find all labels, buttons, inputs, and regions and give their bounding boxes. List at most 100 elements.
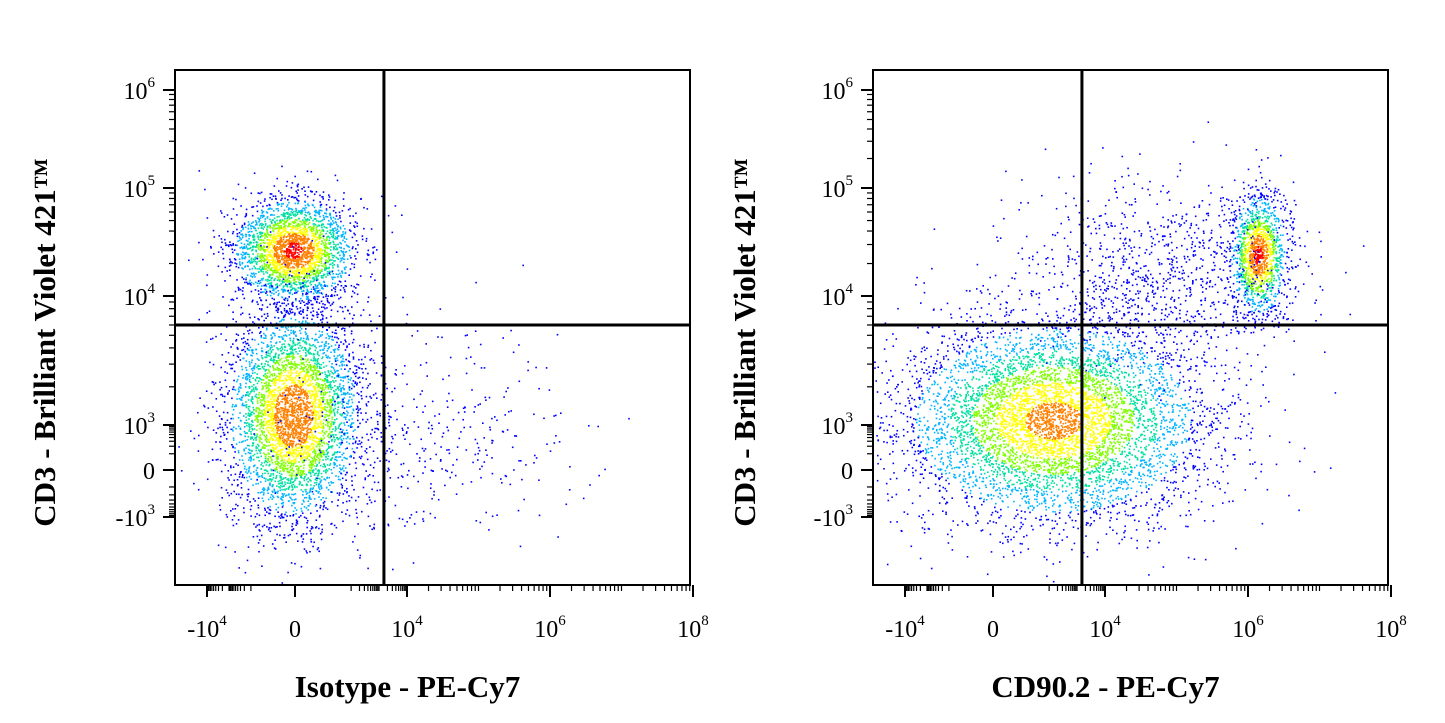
event-dot (297, 225, 300, 228)
event-dot (297, 246, 299, 249)
event-dot (241, 261, 244, 264)
event-dot (320, 248, 322, 250)
event-dot (309, 550, 311, 553)
event-dot (254, 339, 256, 341)
event-dot (317, 371, 320, 373)
event-dot (304, 274, 307, 277)
event-dot (237, 388, 240, 390)
event-dot (273, 185, 276, 187)
event-dot (325, 232, 327, 235)
event-dot (290, 484, 293, 487)
event-dot (320, 456, 322, 458)
event-dot (351, 236, 354, 239)
event-dot (294, 245, 297, 247)
event-dot (225, 489, 228, 491)
event-dot (345, 402, 348, 405)
event-dot (373, 362, 376, 364)
event-dot (279, 271, 282, 273)
event-dot (248, 256, 251, 258)
event-dot (300, 507, 303, 510)
event-dot (243, 337, 245, 339)
event-dot (324, 268, 326, 270)
event-dot (204, 188, 206, 191)
event-dot (324, 241, 327, 244)
event-dot (305, 473, 308, 476)
event-dot (319, 237, 322, 239)
event-dot (342, 520, 344, 523)
event-dot (293, 493, 295, 496)
event-dot (348, 249, 351, 252)
event-dot (305, 298, 308, 300)
event-dot (278, 248, 281, 250)
event-dot (349, 424, 352, 426)
event-dot (304, 254, 307, 256)
event-dot (322, 459, 324, 461)
event-dot (324, 371, 326, 373)
event-dot (246, 444, 249, 447)
event-dot (257, 443, 259, 446)
event-dot (323, 345, 326, 347)
event-dot (294, 221, 297, 224)
event-dot (256, 388, 258, 391)
event-dot (340, 379, 342, 381)
event-dot (318, 289, 321, 292)
event-dot (249, 376, 251, 378)
event-dot (334, 439, 336, 441)
event-dot (332, 428, 334, 430)
event-dot (246, 243, 249, 245)
event-dot (313, 240, 316, 243)
event-dot (266, 526, 268, 528)
event-dot (313, 367, 316, 369)
event-dot (341, 414, 343, 417)
event-dot (264, 480, 267, 482)
event-dot (261, 441, 263, 444)
event-dot (257, 290, 260, 292)
event-dot (345, 437, 348, 440)
event-dot (277, 309, 279, 311)
event-dot (348, 389, 351, 391)
event-dot (330, 445, 333, 448)
event-dot (339, 281, 342, 283)
event-dot (334, 348, 336, 351)
event-dot (261, 497, 264, 500)
event-dot (319, 259, 321, 262)
event-dot (237, 356, 240, 358)
event-dot (279, 227, 281, 229)
event-dot (263, 365, 266, 368)
event-dot (276, 533, 278, 536)
event-dot (301, 346, 304, 348)
event-dot (252, 272, 255, 274)
event-dot (328, 242, 330, 244)
event-dot (230, 417, 232, 420)
event-dot (240, 387, 242, 389)
event-dot (282, 537, 285, 539)
event-dot (255, 396, 258, 398)
event-dot (305, 285, 307, 287)
event-dot (311, 527, 314, 529)
event-dot (224, 266, 227, 269)
event-dot (288, 201, 290, 204)
event-dot (339, 436, 342, 439)
event-dot (310, 353, 313, 355)
event-dot (325, 497, 327, 500)
event-dot (315, 459, 318, 461)
event-dot (288, 292, 290, 294)
event-dot (323, 504, 325, 507)
event-dot (257, 227, 260, 230)
event-dot (281, 240, 284, 243)
event-dot (277, 255, 279, 257)
event-dot (325, 215, 327, 218)
event-dot (267, 352, 270, 354)
event-dot (298, 238, 301, 240)
event-dot (265, 464, 268, 466)
event-dot (323, 306, 325, 309)
event-dot (271, 245, 274, 248)
event-dot (313, 465, 315, 467)
event-dot (281, 352, 283, 355)
event-dot (248, 233, 250, 236)
event-dot (282, 230, 284, 233)
event-dot (313, 469, 315, 471)
event-dot (316, 353, 319, 356)
event-dot (287, 329, 289, 332)
event-dot (309, 246, 311, 248)
